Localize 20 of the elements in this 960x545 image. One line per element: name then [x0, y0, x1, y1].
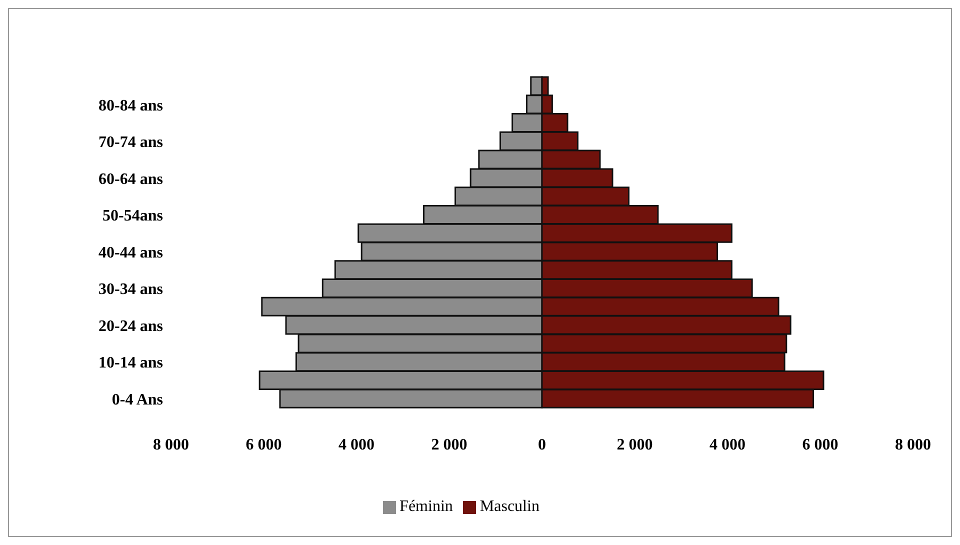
legend-label: Masculin [480, 498, 540, 515]
y-tick-label: 20-24 ans [98, 318, 163, 335]
x-tick-label: 8 000 [895, 436, 931, 454]
y-tick-label: 60-64 ans [98, 170, 163, 188]
y-tick-label: 40-44 ans [98, 244, 163, 262]
y-tick-label: 10-14 ans [98, 354, 163, 372]
x-tick-label: 2 000 [431, 436, 468, 454]
x-tick-label: 4 000 [710, 436, 746, 454]
x-tick-label: 4 000 [338, 436, 374, 454]
y-tick-label: 0-4 Ans [112, 391, 163, 408]
legend-label: Féminin [400, 498, 453, 515]
y-tick-label: 70-74 ans [98, 134, 163, 152]
y-tick-label: 30-34 ans [98, 281, 163, 298]
x-tick-label: 0 [538, 436, 546, 454]
x-tick-label: 6 000 [802, 436, 838, 454]
y-tick-label: 80-84 ans [98, 97, 163, 114]
x-tick-label: 6 000 [246, 436, 282, 454]
x-tick-label: 8 000 [153, 436, 189, 454]
y-tick-label: 50-54ans [102, 208, 163, 225]
x-tick-label: 2 000 [616, 436, 653, 454]
